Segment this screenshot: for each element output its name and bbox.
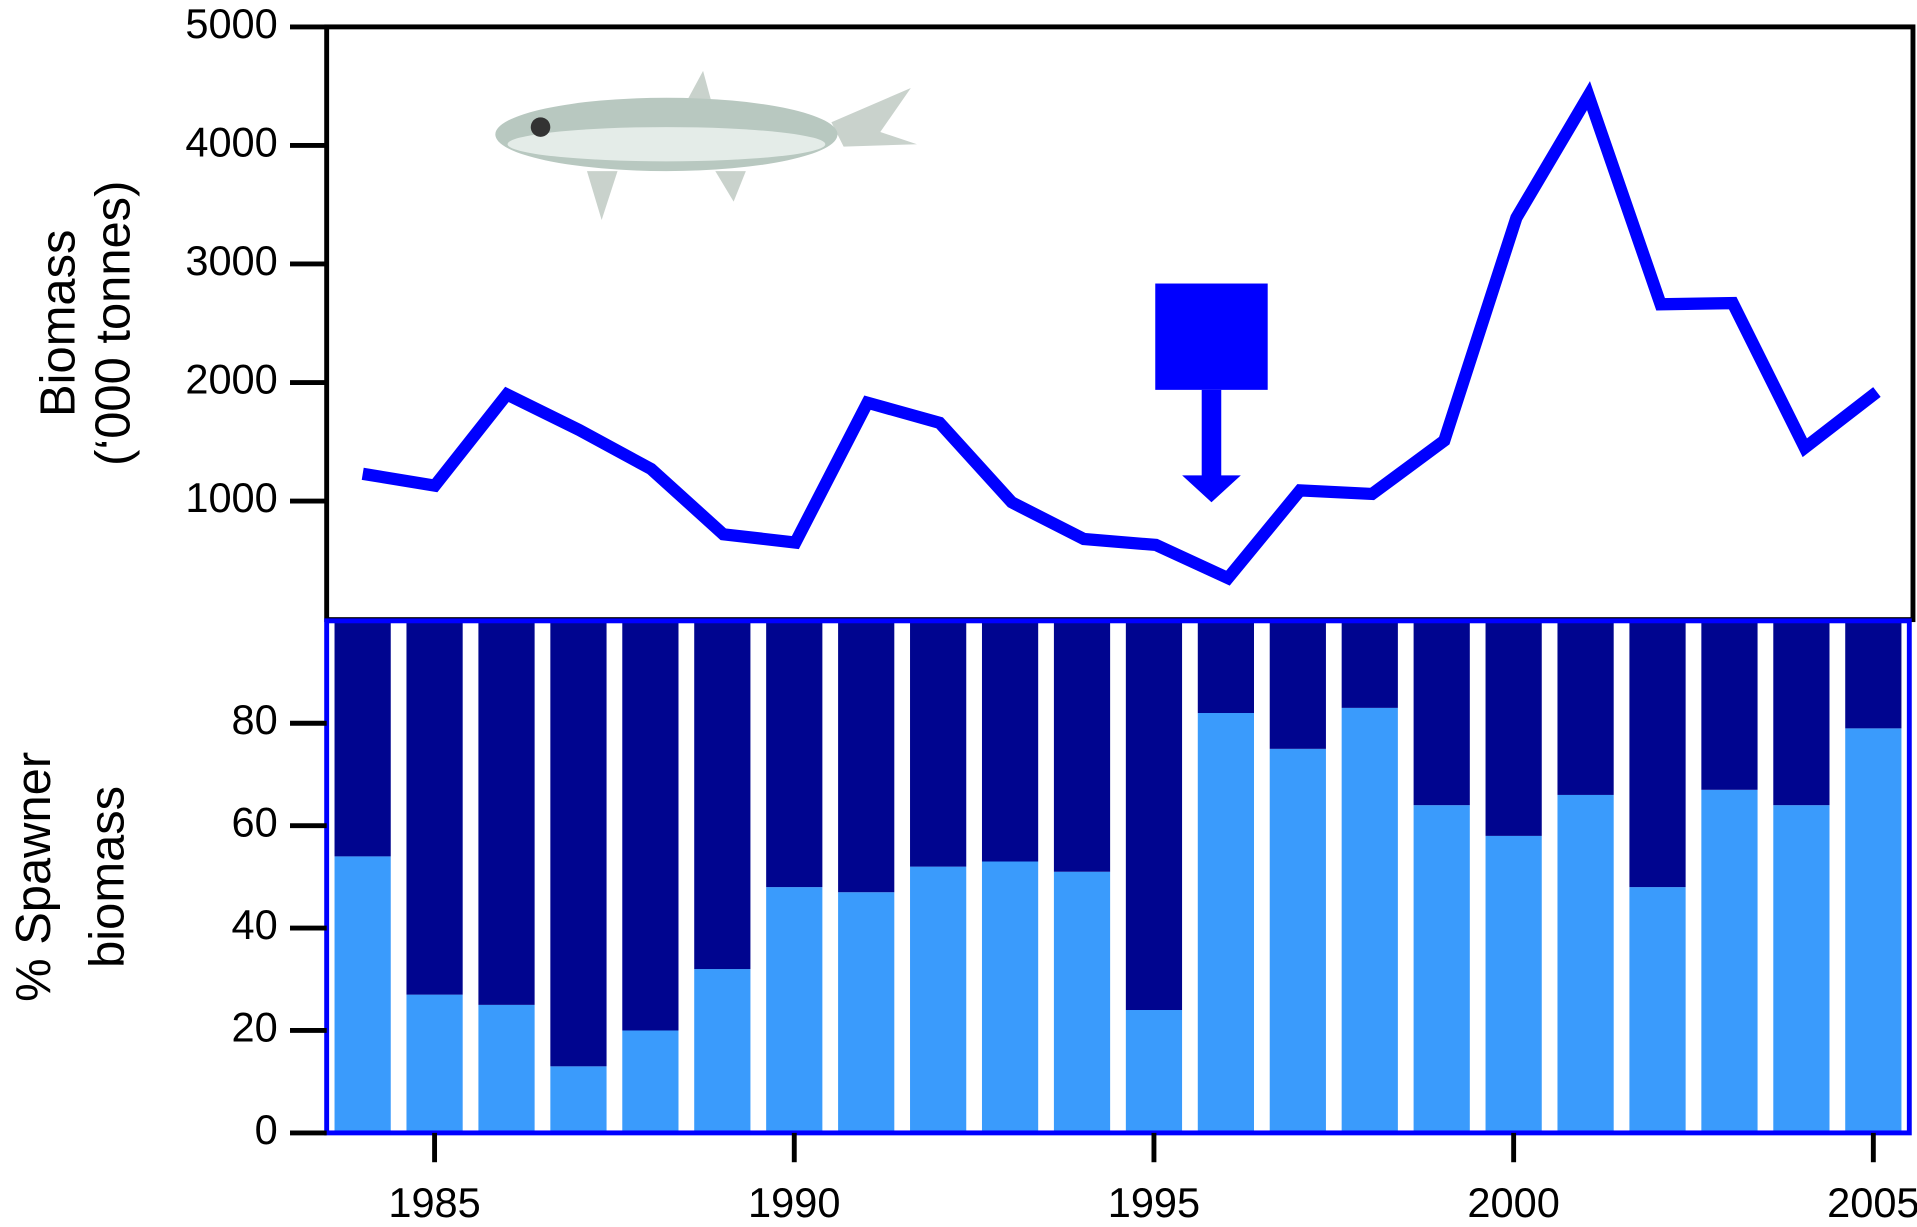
bar-segment — [406, 994, 463, 1133]
x-tick-label: 1985 — [388, 1179, 480, 1226]
plot-frame — [324, 618, 1912, 1136]
y-axis-label: (‘000 tonnes) — [86, 181, 140, 466]
bar-segment — [910, 866, 967, 1133]
bar-segment — [406, 620, 463, 995]
bar-segment — [550, 620, 607, 1067]
data-line — [361, 81, 1881, 586]
bar-segment — [981, 861, 1039, 1133]
y-tick-label: 0 — [255, 1106, 278, 1153]
bar-segment — [1341, 620, 1398, 708]
bar-segment — [1269, 620, 1326, 749]
bar-segment — [981, 620, 1039, 862]
y-tick-label: 3000 — [185, 237, 277, 284]
bar-segment — [478, 620, 535, 1005]
bar-segment — [1197, 713, 1255, 1133]
bar-segment — [1125, 620, 1183, 1011]
bar-segment — [694, 969, 751, 1133]
bar-segment — [1341, 707, 1398, 1133]
bar-segment — [910, 620, 967, 867]
bar-segment — [1125, 1010, 1183, 1133]
bar-segment — [478, 1004, 535, 1133]
bar-segment — [1701, 620, 1758, 790]
bar-segment — [1413, 805, 1470, 1133]
bar-segment — [1629, 620, 1686, 888]
bar-segment — [622, 1030, 679, 1133]
y-tick-label: 20 — [232, 1003, 278, 1050]
bar-segment — [1485, 620, 1542, 836]
y-tick-label: 60 — [232, 799, 278, 846]
bar-segment — [1413, 620, 1470, 806]
y-tick-label: 2000 — [185, 355, 277, 402]
y-axis-label: biomass — [80, 786, 134, 968]
bar-segment — [622, 620, 679, 1031]
y-tick-label: 80 — [232, 696, 278, 743]
bar-segment — [838, 620, 895, 893]
bar-segment — [1053, 871, 1111, 1133]
bar-segment — [1197, 620, 1255, 714]
bar-segment — [334, 620, 391, 857]
bar-segment — [766, 620, 823, 888]
x-tick-label: 1990 — [748, 1179, 840, 1226]
fish-illustration — [495, 70, 917, 220]
y-tick-label: 40 — [232, 901, 278, 948]
bar-segment — [1845, 620, 1902, 729]
bar-segment — [1557, 620, 1614, 795]
bar-segment — [694, 620, 751, 970]
bar-segment — [766, 887, 823, 1133]
bar-segment — [1269, 748, 1326, 1133]
x-tick-label: 1995 — [1108, 1179, 1200, 1226]
y-tick-label: 4000 — [185, 118, 277, 165]
bar-segment — [1701, 789, 1758, 1133]
y-axis-label: Biomass — [31, 230, 85, 417]
bar-segment — [1557, 794, 1614, 1133]
bar-segment — [1845, 728, 1902, 1133]
arrow-marker — [1155, 283, 1268, 503]
y-axis-label: % Spawner — [7, 752, 61, 1002]
y-tick-label: 5000 — [185, 0, 277, 47]
bar-segment — [1053, 620, 1111, 872]
bar-segment — [1629, 887, 1686, 1133]
bar-segment — [838, 892, 895, 1133]
bar-segment — [334, 856, 391, 1133]
x-tick-label: 2005 — [1827, 1179, 1917, 1226]
bar-segment — [550, 1066, 607, 1133]
bar-segment — [1485, 835, 1542, 1133]
x-tick-label: 2000 — [1467, 1179, 1559, 1226]
bar-segment — [1773, 805, 1830, 1133]
y-tick-label: 1000 — [185, 474, 277, 521]
bar-segment — [1773, 620, 1830, 806]
